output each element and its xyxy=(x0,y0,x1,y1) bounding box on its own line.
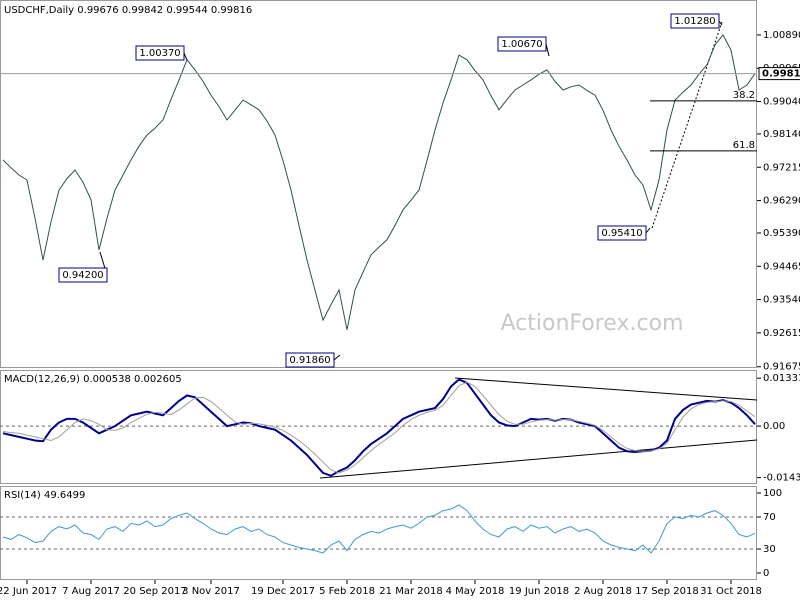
x-tick-label: 19 Jun 2018 xyxy=(509,586,569,597)
last-price-label: 0.99816 xyxy=(762,69,800,80)
annotation-box xyxy=(285,352,335,368)
y-tick-label: 70 xyxy=(763,512,776,523)
y-tick-label: 0.013319 xyxy=(763,373,800,384)
annotation-label: 0.95410 xyxy=(601,228,642,239)
y-tick-label: 100 xyxy=(763,488,782,499)
annotation-leader xyxy=(333,354,341,361)
y-tick-label: 0.00 xyxy=(763,421,785,432)
x-tick-label: 19 Dec 2017 xyxy=(251,586,315,597)
x-tick-label: 31 Oct 2018 xyxy=(700,586,762,597)
x-tick-label: 3 Nov 2017 xyxy=(182,586,240,597)
x-tick-label: 2 Aug 2018 xyxy=(574,586,632,597)
y-tick-label: 0 xyxy=(763,568,769,579)
annotation-label: 1.00670 xyxy=(501,39,542,50)
rsi-title: RSI(14) 49.6499 xyxy=(4,490,85,501)
macd-title: MACD(12,26,9) 0.000538 0.002605 xyxy=(4,374,182,385)
annotation-leader xyxy=(645,227,651,234)
macd-panel xyxy=(0,370,757,484)
last-price-box xyxy=(758,67,800,81)
annotation-label: 0.91860 xyxy=(289,355,330,366)
x-tick-label: 17 Sep 2018 xyxy=(635,586,698,597)
series-line xyxy=(2,33,756,330)
fib-label: 38.2 xyxy=(733,90,755,101)
rsi-panel xyxy=(0,486,757,580)
series-line xyxy=(2,381,756,474)
trend-line xyxy=(454,377,758,401)
annotation-label: 1.00370 xyxy=(139,48,180,59)
annotation-box xyxy=(58,267,108,283)
y-tick-label: -0.014323 xyxy=(763,473,800,484)
y-tick-label: 0.97215 xyxy=(763,162,800,173)
x-tick-label: 5 Feb 2018 xyxy=(319,586,375,597)
price-panel xyxy=(0,0,757,368)
chart-title: USDCHF,Daily 0.99676 0.99842 0.99544 0.9… xyxy=(4,5,252,16)
y-tick-label: 0.92615 xyxy=(763,328,800,339)
watermark: ActionForex.com xyxy=(501,311,684,336)
annotation-label: 0.94200 xyxy=(62,270,103,281)
annotation-box xyxy=(497,36,547,52)
series-line xyxy=(2,378,756,477)
series-line xyxy=(2,504,756,554)
annotation-box xyxy=(597,225,647,241)
annotation-box xyxy=(135,45,185,61)
trend-line xyxy=(319,439,758,479)
x-tick-label: 4 May 2018 xyxy=(446,586,505,597)
x-tick-label: 22 Jun 2017 xyxy=(0,586,57,597)
y-tick-label: 0.91675 xyxy=(763,362,800,373)
x-tick-label: 20 Sep 2017 xyxy=(123,586,186,597)
annotation-label: 1.01280 xyxy=(674,16,715,27)
y-tick-label: 0.94465 xyxy=(763,261,800,272)
y-tick-label: 30 xyxy=(763,544,776,555)
annotation-box xyxy=(670,13,720,29)
fib-label: 61.8 xyxy=(733,140,755,151)
x-tick-label: 21 Mar 2018 xyxy=(379,586,442,597)
x-tick-label: 7 Aug 2017 xyxy=(62,586,120,597)
